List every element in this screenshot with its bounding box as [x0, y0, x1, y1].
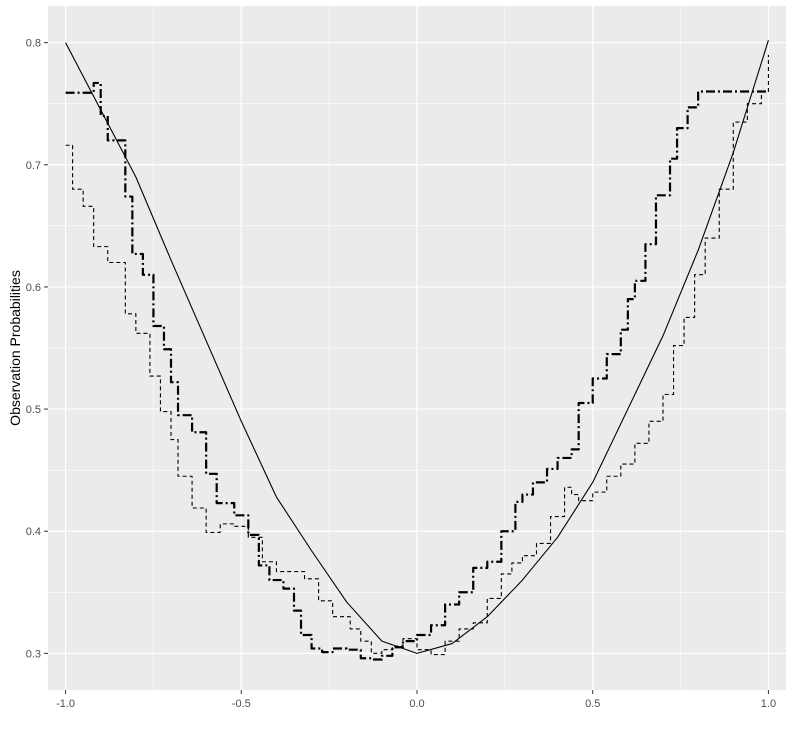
x-tick-label: -1.0	[56, 698, 75, 710]
x-tick-label: 0.0	[409, 698, 424, 710]
x-tick-label: 0.5	[585, 698, 600, 710]
y-tick-label: 0.3	[26, 648, 41, 660]
y-tick-label: 0.4	[26, 526, 41, 538]
y-tick-label: 0.5	[26, 404, 41, 416]
series-line-dashdot	[65, 81, 769, 661]
y-tick-label: 0.6	[26, 282, 41, 294]
y-axis-title: Observation Probabilities	[7, 270, 23, 426]
series-group	[65, 40, 769, 661]
x-tick-label: 1.0	[761, 698, 776, 710]
y-axis: 0.3 0.4 0.5 0.6 0.7 0.8	[26, 38, 48, 660]
x-axis: -1.0 -0.5 0.0 0.5 1.0	[56, 690, 776, 710]
series-line-solid	[65, 40, 769, 654]
x-tick-label: -0.5	[232, 698, 251, 710]
y-tick-label: 0.8	[26, 38, 41, 50]
y-tick-label: 0.7	[26, 160, 41, 172]
